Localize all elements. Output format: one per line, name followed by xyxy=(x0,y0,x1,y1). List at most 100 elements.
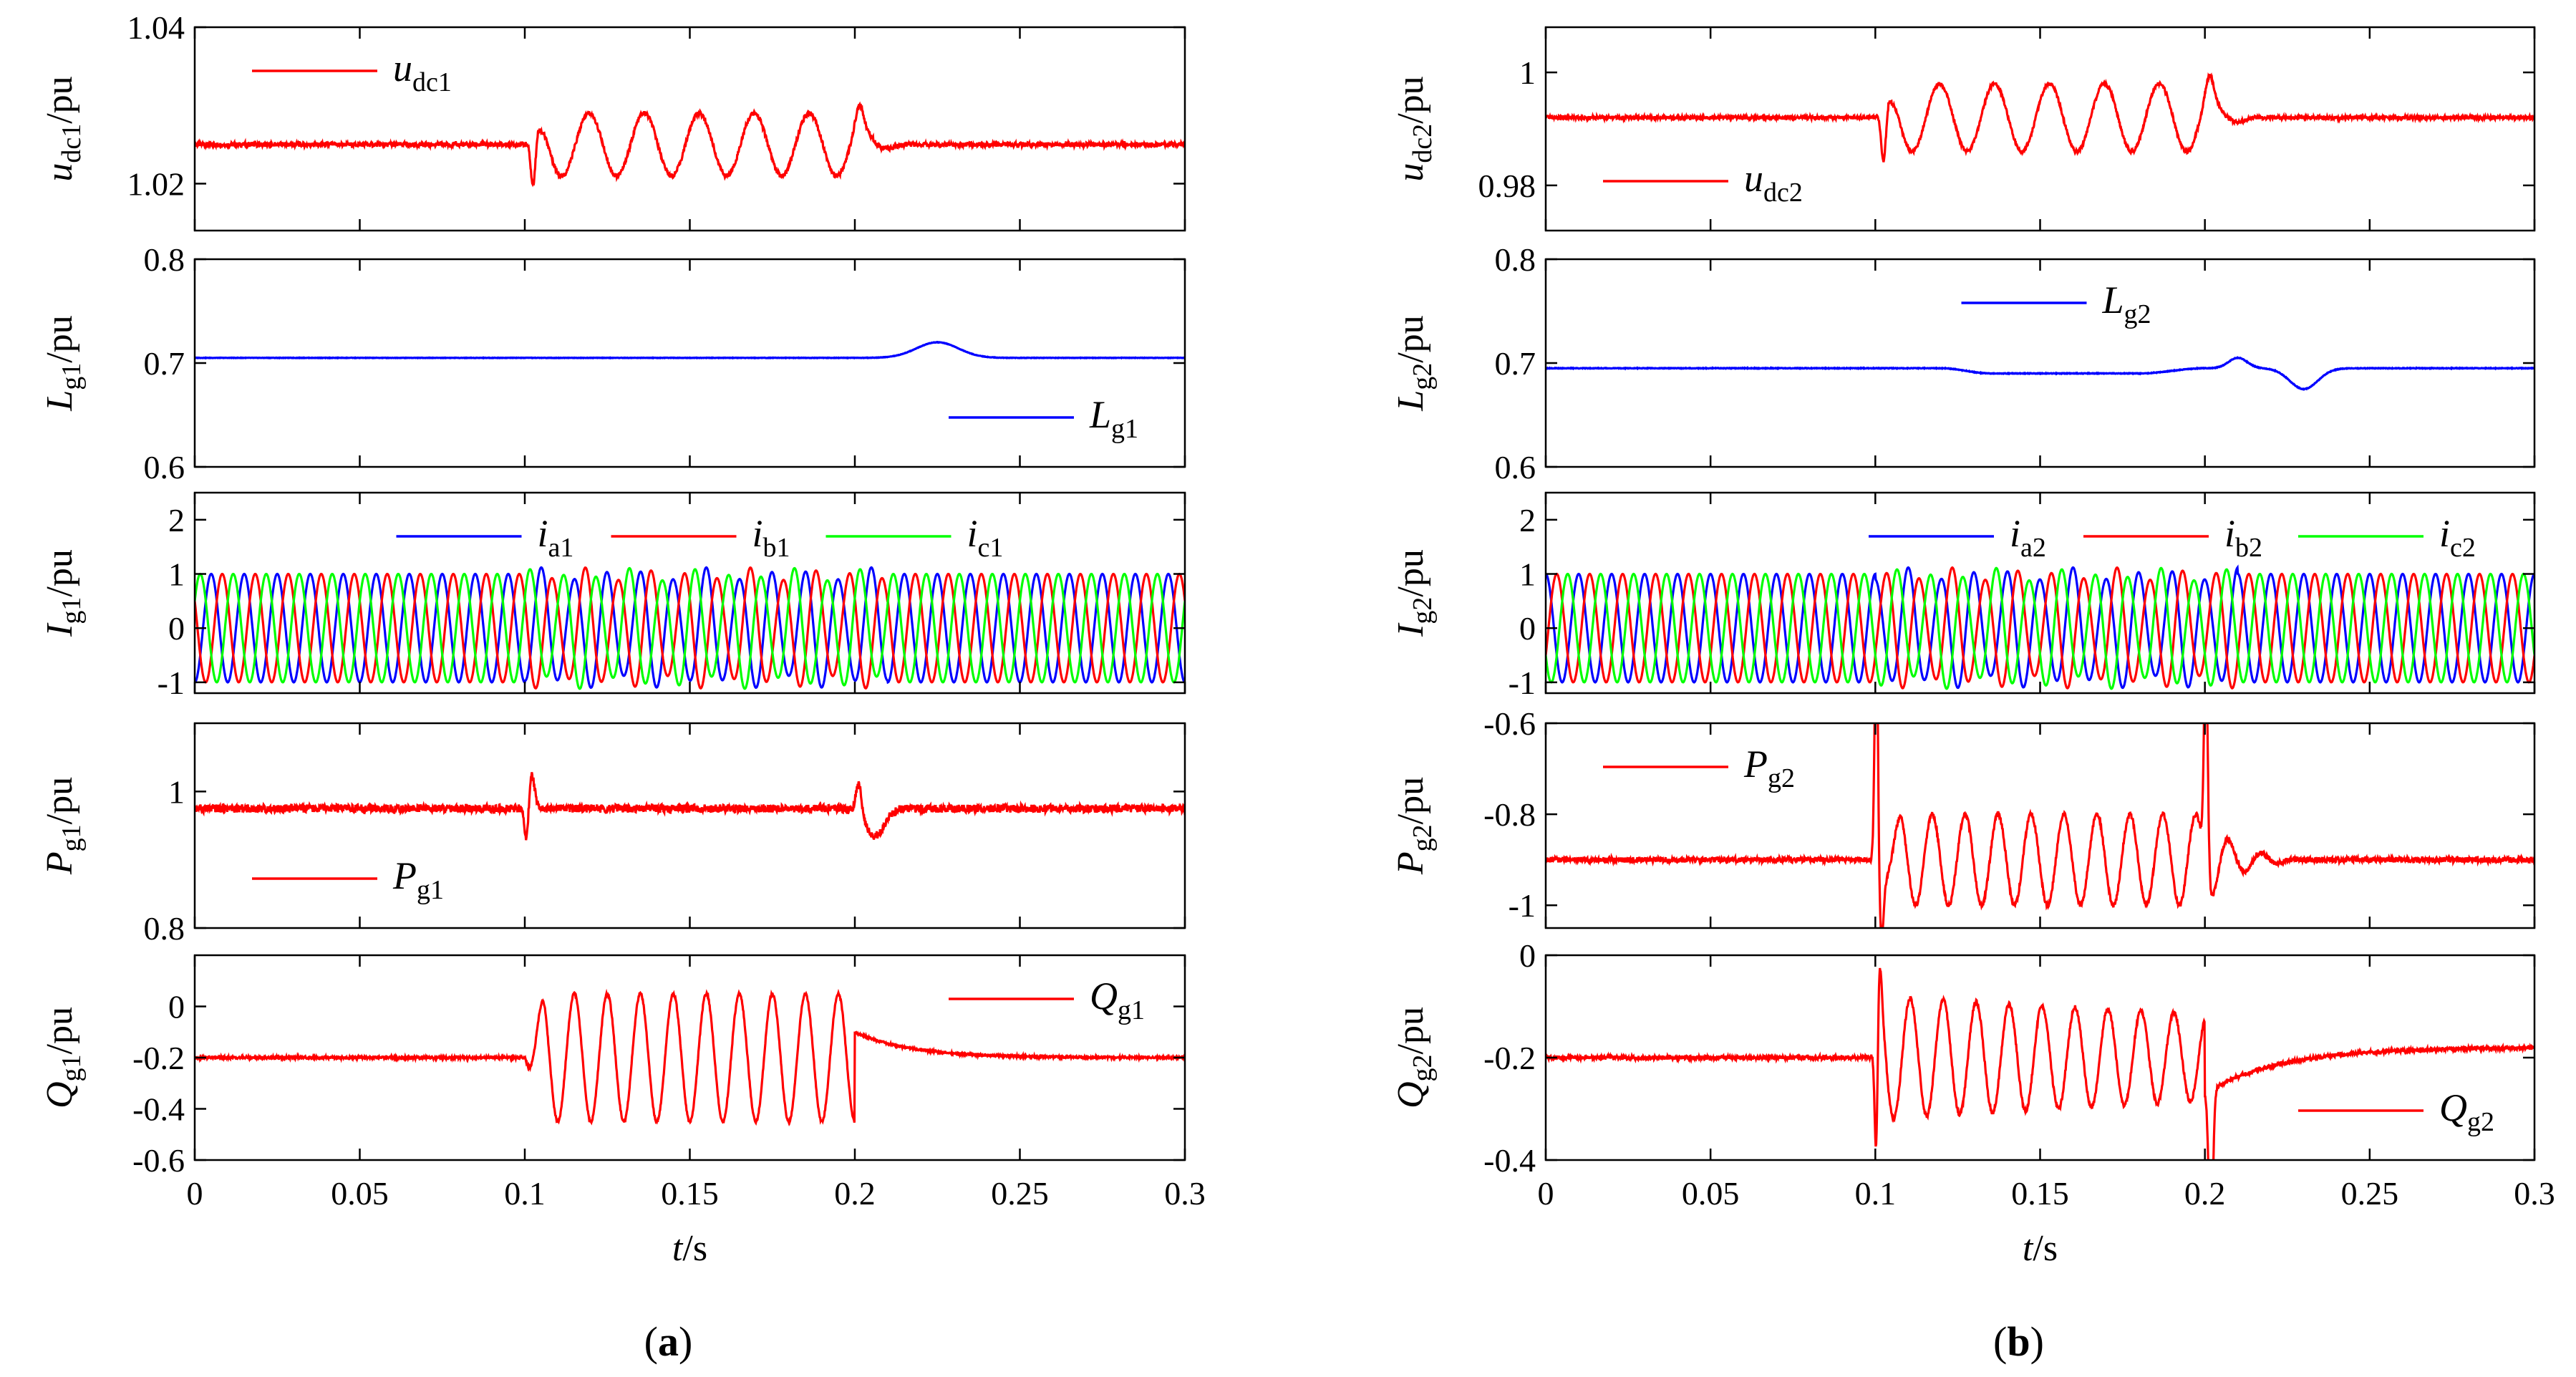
x-tick-label: 0.25 xyxy=(991,1175,1049,1212)
series-line-i-b1 xyxy=(195,566,1185,690)
series-line-i-a2 xyxy=(1546,564,2534,690)
series-line-i-b2 xyxy=(1546,566,2534,690)
y-axis-label: udc2/pu xyxy=(1390,76,1438,181)
y-tick-label: 0.6 xyxy=(1495,449,1536,485)
x-tick-label: 0.25 xyxy=(2341,1175,2399,1212)
y-tick-label: 0.7 xyxy=(1495,345,1536,382)
panel-b: 0.98 1 udc2/pu udc2 0.6 0.7 0.8 Lg2/pu Lg2 -1 0 1 2 I… xyxy=(1390,26,2555,1365)
x-tick-label: 0.15 xyxy=(2011,1175,2069,1212)
x-tick-label: 0.05 xyxy=(1682,1175,1740,1212)
series-line-P-g2 xyxy=(1546,723,2534,928)
subplot-I-b: -1 0 1 2 Ig2/pu ia2 ib2 ic2 xyxy=(1390,491,2536,701)
x-tick-label: 0.05 xyxy=(331,1175,389,1212)
y-tick-label: 1.04 xyxy=(127,9,185,46)
y-tick-label: 0.8 xyxy=(144,910,185,947)
axes-box xyxy=(1544,258,2536,468)
x-tick-label: 0 xyxy=(187,1175,203,1212)
subplot-Q-a: -0.6 -0.4 -0.2 0 0 0.05 0.1 0.15 0.2 0.25 0.3 Qg1/p… xyxy=(39,954,1206,1212)
y-axis-label: udc1/pu xyxy=(39,76,87,181)
legend-label: Pg2 xyxy=(1743,743,1795,793)
subplot-udc-b: 0.98 1 udc2/pu udc2 xyxy=(1390,26,2536,232)
series-line-Q-g1 xyxy=(195,988,1185,1127)
legend: Qg2 xyxy=(2298,1086,2494,1137)
y-tick-label: -0.2 xyxy=(132,1040,185,1076)
panel-caption: (b) xyxy=(1993,1318,2044,1365)
y-tick-label: 0 xyxy=(168,989,185,1025)
x-tick-label: 0.2 xyxy=(2184,1175,2226,1212)
subplot-udc-a: 1.02 1.04 udc1/pu udc1 xyxy=(39,9,1186,232)
y-axis-label: Pg2/pu xyxy=(1390,777,1438,875)
series-line-Q-g2 xyxy=(1546,967,2534,1160)
y-tick-label: 1 xyxy=(168,556,185,593)
y-tick-label: -0.6 xyxy=(132,1142,185,1179)
y-tick-label: 1.02 xyxy=(127,165,185,202)
legend-label: Qg2 xyxy=(2439,1086,2494,1137)
subplot-L-a: 0.6 0.7 0.8 Lg1/pu Lg1 xyxy=(39,241,1186,485)
y-tick-label: 0 xyxy=(1519,937,1536,974)
x-tick-label: 0 xyxy=(1538,1175,1554,1212)
subplot-Q-b: -0.4 -0.2 0 0 0.05 0.1 0.15 0.2 0.25 0.3 Qg2/pu Qg2 xyxy=(1390,937,2555,1212)
y-axis-label: Ig1/pu xyxy=(39,549,87,637)
series-line-i-a1 xyxy=(195,566,1185,690)
y-tick-label: 0.8 xyxy=(144,241,185,278)
legend: udc1 xyxy=(252,47,452,97)
y-tick-label: 0.98 xyxy=(1478,168,1536,204)
subplot-P-b: -1 -0.8 -0.6 Pg2/pu Pg2 xyxy=(1390,705,2536,929)
legend-label: udc2 xyxy=(1744,157,1803,208)
y-tick-label: 2 xyxy=(168,502,185,538)
y-tick-label: 0.8 xyxy=(1495,241,1536,278)
y-axis-label: Ig2/pu xyxy=(1390,549,1438,637)
x-tick-label: 0.2 xyxy=(834,1175,876,1212)
y-tick-label: -0.4 xyxy=(132,1091,185,1128)
x-tick-label: 0.3 xyxy=(2514,1175,2555,1212)
y-tick-label: 0 xyxy=(1519,610,1536,647)
subplot-L-b: 0.6 0.7 0.8 Lg2/pu Lg2 xyxy=(1390,241,2536,485)
y-tick-label: 1 xyxy=(1519,556,1536,593)
y-axis-label: Lg2/pu xyxy=(1390,315,1438,411)
series-line-i-c2 xyxy=(1546,566,2534,690)
x-tick-label: 0.15 xyxy=(661,1175,719,1212)
panel-a: 1.02 1.04 udc1/pu udc1 0.6 0.7 0.8 Lg1/pu Lg1 -1 0… xyxy=(39,9,1206,1365)
y-axis-label: Qg2/pu xyxy=(1390,1007,1438,1108)
y-tick-label: -1 xyxy=(1509,887,1536,924)
axes-box xyxy=(193,258,1186,468)
legend-label: Pg1 xyxy=(392,854,444,905)
legend-label: Lg2 xyxy=(2102,279,2151,329)
series-line-u-dc1 xyxy=(195,101,1185,188)
legend-label: ib2 xyxy=(2224,512,2262,563)
x-axis-label: t/s xyxy=(2023,1228,2058,1269)
axes-box xyxy=(1544,26,2536,232)
legend: Lg2 xyxy=(1961,279,2151,329)
legend: ia2 ib2 ic2 xyxy=(1869,512,2476,563)
y-tick-label: -0.6 xyxy=(1483,705,1536,742)
panel-caption: (a) xyxy=(644,1318,693,1365)
legend-label: Qg1 xyxy=(1090,975,1145,1025)
series-line-i-c1 xyxy=(195,566,1185,690)
series-line-u-dc2 xyxy=(1546,72,2534,163)
legend: Qg1 xyxy=(949,975,1145,1025)
legend: Pg1 xyxy=(252,854,444,905)
legend: Lg1 xyxy=(949,393,1138,444)
subplot-I-a: -1 0 1 2 Ig1/pu ia1 ib1 ic1 xyxy=(39,491,1186,701)
series-line-L-g2 xyxy=(1546,356,2534,391)
y-tick-label: -1 xyxy=(1509,665,1536,701)
y-axis-label: Pg1/pu xyxy=(39,777,87,875)
y-tick-label: -0.4 xyxy=(1483,1142,1536,1179)
legend-label: Lg1 xyxy=(1089,393,1138,444)
y-tick-label: -0.8 xyxy=(1483,796,1536,833)
x-axis-label: t/s xyxy=(672,1228,707,1269)
legend-label: ia2 xyxy=(2010,512,2046,563)
legend-label: ib1 xyxy=(752,512,790,563)
series-line-L-g1 xyxy=(195,340,1185,360)
y-tick-label: 2 xyxy=(1519,502,1536,538)
x-tick-label: 0.1 xyxy=(1855,1175,1897,1212)
legend: udc2 xyxy=(1603,157,1803,208)
axes-box xyxy=(193,722,1186,929)
y-axis-label: Lg1/pu xyxy=(39,315,87,411)
subplot-P-a: 0.8 1 Pg1/pu Pg1 xyxy=(39,722,1186,947)
y-tick-label: -0.2 xyxy=(1483,1040,1536,1076)
y-axis-label: Qg1/pu xyxy=(39,1007,87,1108)
x-tick-label: 0.1 xyxy=(504,1175,546,1212)
series-line-P-g1 xyxy=(195,772,1185,841)
